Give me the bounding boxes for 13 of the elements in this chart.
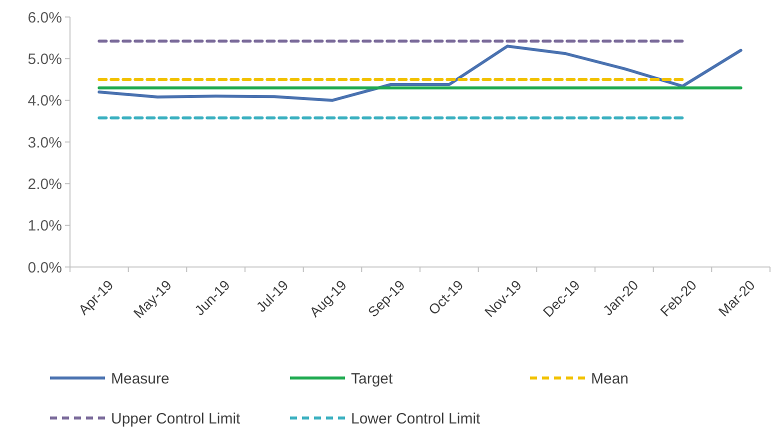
legend-label: Target — [351, 370, 394, 388]
line-series — [98, 44, 742, 102]
legend-label: Lower Control Limit — [351, 410, 482, 428]
y-tick-label: 6.0% — [28, 9, 62, 26]
y-tick-label: 5.0% — [28, 50, 62, 68]
y-tick-label: 3.0% — [28, 134, 62, 152]
y-tick-label: 1.0% — [28, 218, 62, 235]
legend-label: Measure — [111, 370, 170, 388]
y-tick-label: 0.0% — [28, 259, 62, 276]
legend-label: Mean — [591, 370, 629, 388]
y-tick-label: 2.0% — [28, 176, 62, 193]
y-tick-label: 4.0% — [28, 92, 62, 110]
legend-label: Upper Control Limit — [111, 410, 242, 428]
